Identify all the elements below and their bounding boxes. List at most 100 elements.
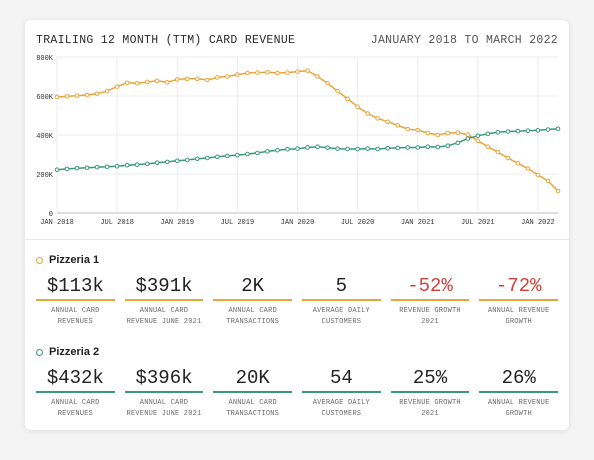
series-point-2: [425, 144, 431, 149]
series-point-1: [174, 77, 180, 82]
series-point-1: [54, 94, 60, 100]
series-point-2: [515, 128, 521, 134]
business-name: Pizzeria 2: [49, 346, 100, 358]
series-point-2: [205, 155, 210, 161]
series-point-1: [194, 76, 200, 82]
x-tick-label: JUL 2018: [100, 219, 134, 227]
series-point-2: [345, 146, 350, 152]
stat-label: ANNUAL CARD REVENUE JUNE 2021: [126, 399, 202, 418]
revenue-line-chart: 0 200K 400K 600K 800K JAN 2018 JUL 2018 JAN 201…: [36, 55, 561, 227]
stat-label: ANNUAL CARD REVENUES: [51, 399, 100, 418]
stat-annual-revenues: $432k ANNUAL CARD REVENUES: [36, 367, 115, 420]
series-point-2: [194, 156, 200, 162]
stat-daily-customers: 5 AVERAGE DAILY CUSTOMERS: [302, 275, 381, 328]
series-point-1: [445, 130, 451, 136]
stat-daily-customers: 54 AVERAGE DAILY CUSTOMERS: [302, 367, 381, 420]
series-point-1: [255, 70, 260, 75]
series-point-2: [325, 145, 330, 150]
stat-value: 5: [302, 275, 381, 301]
series-point-1: [104, 88, 110, 94]
stat-label: AVERAGE DAILY CUSTOMERS: [312, 399, 370, 418]
series-point-2: [265, 149, 270, 154]
series-point-1: [245, 70, 250, 76]
series-point-2: [74, 165, 80, 171]
series-point-1: [225, 74, 230, 79]
series-point-1: [545, 178, 551, 184]
series-point-1: [375, 116, 380, 121]
series-point-1: [505, 155, 511, 161]
series-point-2: [174, 158, 180, 164]
series-point-1: [555, 188, 561, 194]
series-point-1: [485, 144, 491, 149]
series-point-2: [124, 162, 130, 168]
series-point-2: [555, 126, 561, 132]
series-point-1: [184, 76, 190, 82]
series-point-1: [535, 172, 541, 178]
series-point-2: [225, 153, 230, 159]
stat-annual-revenues: $113k ANNUAL CARD REVENUES: [36, 275, 115, 328]
stat-label: ANNUAL CARD TRANSACTIONS: [226, 307, 280, 326]
series-point-2: [385, 145, 390, 151]
series-point-1: [385, 119, 390, 125]
stat-transactions: 20K ANNUAL CARD TRANSACTIONS: [213, 367, 293, 420]
series-point-2: [495, 129, 501, 135]
business-title: Pizzeria 2: [36, 345, 558, 359]
stats-row: $432k ANNUAL CARD REVENUES $396k ANNUAL …: [36, 367, 559, 420]
stat-value: 2K: [213, 275, 293, 301]
business-title: Pizzeria 1: [36, 253, 558, 267]
card-header: TRAILING 12 MONTH (TTM) CARD REVENUE JAN…: [36, 32, 558, 48]
series-point-1: [365, 111, 370, 116]
x-tick-label: JAN 2022: [521, 219, 555, 227]
stat-label: ANNUAL CARD TRANSACTIONS: [226, 399, 280, 418]
series-point-2: [465, 136, 471, 141]
business-name: Pizzeria 1: [49, 254, 100, 266]
section-divider: [25, 239, 569, 240]
series-point-1: [94, 91, 100, 96]
series-point-1: [415, 127, 421, 133]
series-point-2: [154, 160, 160, 165]
series-point-1: [335, 88, 340, 94]
series-point-2: [94, 164, 100, 170]
series-point-2: [435, 144, 441, 150]
series-point-1: [325, 81, 330, 86]
series-point-2: [164, 159, 170, 165]
series-point-1: [465, 132, 471, 137]
series-point-2: [485, 131, 491, 137]
series-point-1: [114, 84, 120, 89]
series-point-2: [335, 146, 340, 151]
y-tick-label: 400K: [36, 133, 54, 141]
x-tick-label: JAN 2021: [401, 219, 435, 227]
series-point-2: [255, 150, 260, 156]
series-point-2: [295, 146, 300, 151]
series-point-1: [275, 70, 280, 76]
y-tick-label: 600K: [36, 94, 54, 102]
series-point-2: [475, 133, 481, 139]
y-tick-label: 200K: [36, 172, 54, 180]
series-point-2: [104, 164, 110, 170]
y-tick-label: 0: [49, 211, 53, 219]
series-point-2: [505, 129, 511, 134]
series-point-1: [405, 126, 411, 132]
stat-revenue-growth-2021: 25% REVENUE GROWTH 2021: [390, 367, 470, 420]
series-point-2: [285, 146, 290, 152]
series-point-2: [114, 163, 120, 169]
stat-value: $396k: [124, 367, 204, 393]
series-point-1: [515, 160, 521, 166]
series-point-2: [445, 143, 451, 149]
stat-value: -72%: [479, 275, 559, 301]
x-tick-label: JAN 2020: [281, 219, 315, 227]
x-tick-label: JAN 2018: [40, 219, 74, 227]
series-point-1: [144, 79, 150, 85]
series-point-1: [315, 74, 320, 79]
series-point-2: [245, 151, 250, 157]
series-point-1: [124, 80, 130, 86]
series-point-2: [184, 157, 190, 163]
series-point-2: [545, 127, 551, 132]
series-point-2: [375, 146, 380, 152]
series-point-1: [215, 75, 220, 80]
series-line-1: [56, 69, 559, 192]
series-point-2: [235, 152, 240, 158]
stat-value: -52%: [390, 275, 470, 301]
y-tick-label: 800K: [36, 55, 54, 63]
stat-label: REVENUE GROWTH 2021: [399, 307, 461, 326]
